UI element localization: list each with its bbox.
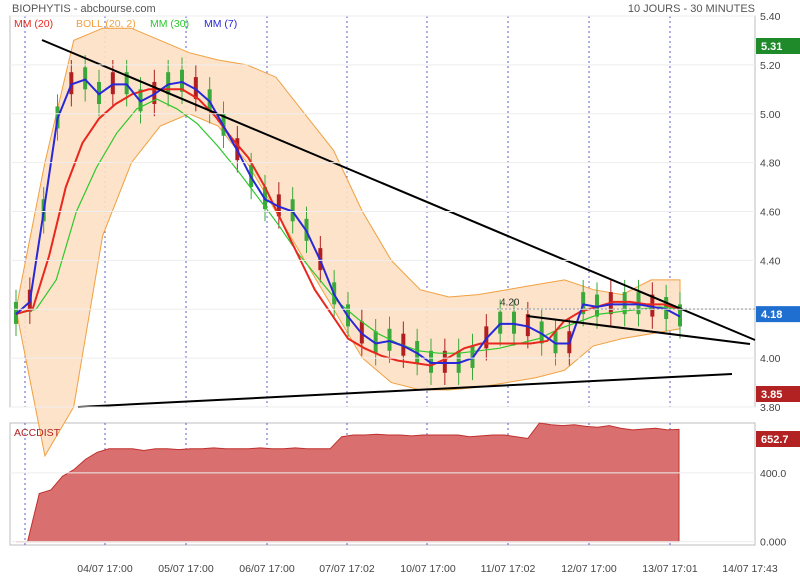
badge-low: 3.85 [761, 389, 782, 401]
badge-high-bg [756, 38, 800, 54]
time-axis: 04/07 17:00 05/07 17:00 06/07 17:00 07/07 1… [77, 563, 778, 575]
legend-mm30: MM (30) [150, 18, 189, 30]
time-label: 11/07 17:02 [481, 563, 536, 575]
candle-body [110, 72, 115, 95]
candle-body [193, 77, 198, 100]
legend-mm20: MM (20) [14, 18, 53, 30]
badge-high: 5.31 [761, 41, 782, 53]
time-label: 05/07 17:00 [158, 563, 214, 575]
candle-body [180, 69, 184, 92]
accdist-area [16, 422, 680, 543]
trendline-mid [526, 315, 751, 345]
price-tick-label: 4.40 [760, 255, 781, 267]
chart-title: BIOPHYTIS - abcbourse.com [12, 3, 156, 15]
badge-low-bg [756, 386, 800, 402]
badge-last: 4.18 [761, 309, 782, 321]
time-label: 13/07 17:01 [642, 563, 698, 575]
trendline-support [77, 373, 733, 408]
period-label: 10 JOURS - 30 MINUTES [628, 3, 755, 15]
price-tick-label: 4.60 [760, 207, 781, 219]
price-tick-label: 5.00 [760, 109, 781, 121]
ma-line [15, 78, 681, 364]
candle-body [276, 194, 281, 217]
candle-body [124, 72, 129, 95]
price-tick-label: 3.80 [760, 402, 781, 414]
candle-body [456, 350, 461, 373]
candle-body [581, 292, 586, 315]
price-tick-label: 5.20 [760, 60, 781, 72]
price-axis: 5.40 5.20 5.00 4.80 4.60 4.40 4.20 4.00 3.80 [10, 11, 781, 414]
trendlines [41, 39, 756, 408]
legend-mm7: MM (7) [204, 18, 237, 30]
time-label: 14/07 17:43 [722, 563, 778, 575]
candle-body [166, 72, 171, 95]
trendline-upper [41, 39, 756, 341]
price-tick-label: 5.40 [760, 11, 781, 23]
candle-body [442, 350, 447, 373]
candle-body [595, 294, 599, 317]
level-label: 4.20 [500, 297, 520, 308]
badge-accdist-bg [756, 431, 800, 447]
candle-body [373, 331, 378, 354]
time-label: 06/07 17:00 [239, 563, 295, 575]
value-badges: 5.31 4.18 3.85 652.7 [756, 38, 800, 447]
accdist-title: ACCDIST [14, 427, 61, 439]
candle-body [69, 72, 74, 95]
time-label: 12/07 17:00 [561, 563, 617, 575]
candle-body [622, 292, 627, 315]
legend-boll: BOLL (20, 2) [76, 18, 136, 30]
candle-body [539, 321, 544, 344]
moving-averages [15, 78, 681, 367]
accdist-tick-label: 400.0 [760, 468, 786, 480]
accdist-axis: 400.0 0.000 [10, 468, 786, 549]
price-tick-label: 4.80 [760, 158, 781, 170]
candle-body [498, 311, 503, 334]
time-label: 07/07 17:02 [319, 563, 375, 575]
candle-body [650, 294, 655, 317]
candle-body [83, 67, 88, 90]
time-label: 10/07 17:00 [400, 563, 456, 575]
candle-body [553, 331, 558, 354]
accdist-fill [16, 422, 680, 543]
candle-body [525, 314, 530, 337]
time-label: 04/07 17:00 [77, 563, 133, 575]
accdist-tick-label: 0.000 [760, 537, 786, 549]
badge-accdist: 652.7 [761, 434, 789, 446]
candle-body [401, 333, 406, 356]
candle-body [512, 311, 516, 334]
price-tick-label: 4.00 [760, 353, 781, 365]
ma-line [15, 88, 681, 367]
badge-last-bg [756, 306, 800, 323]
candle-body [678, 304, 682, 327]
ma-line [15, 98, 681, 354]
candle-body [415, 341, 420, 364]
candle-body [290, 199, 295, 222]
